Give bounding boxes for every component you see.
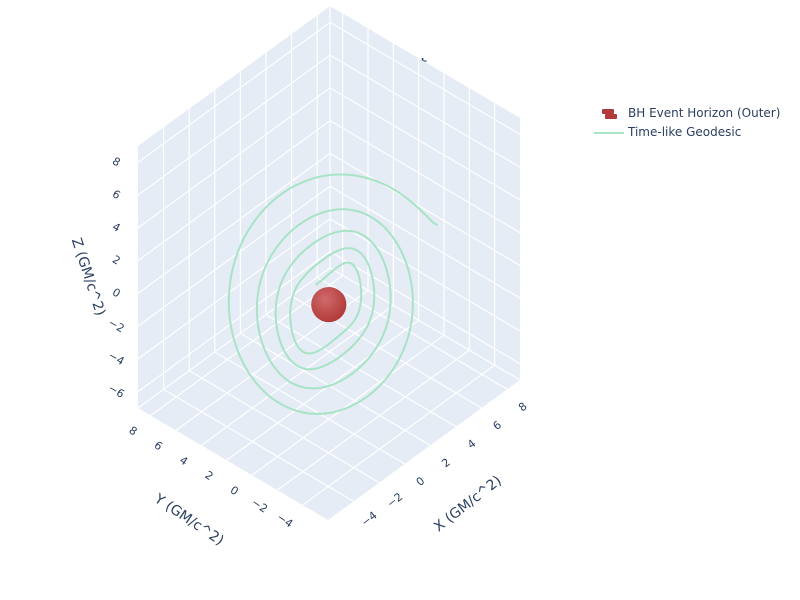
gridline-wall-z-y xyxy=(137,152,331,294)
x-wall-pane xyxy=(330,6,520,380)
gridline-wall-z-x xyxy=(329,21,521,135)
y-axis-title: Y (GM/c^2) xyxy=(151,490,227,549)
gridline-wall-z-y xyxy=(137,120,331,262)
event-horizon-sphere[interactable] xyxy=(311,286,347,323)
gridline-wall-z-y xyxy=(137,54,331,196)
y-tick-label: 0 xyxy=(228,483,241,498)
z-tick-label: −2 xyxy=(106,316,127,335)
legend-label-geodesic: Time-like Geodesic xyxy=(628,125,742,139)
gridline-wall-z-y xyxy=(137,87,331,229)
gridline-wall-z-y xyxy=(137,21,331,163)
gridline-floor-x xyxy=(163,388,354,502)
gridline-wall-z-x xyxy=(329,152,521,266)
x-tick-label: 0 xyxy=(414,474,428,489)
y-tick-label: 6 xyxy=(152,439,165,454)
legend-item-geodesic[interactable]: Time-like Geodesic xyxy=(592,123,792,142)
gridline-wall-z-x xyxy=(329,185,521,299)
gridline-wall-z-x xyxy=(329,120,521,234)
y-wall-pane xyxy=(138,6,330,408)
z-tick-label: 0 xyxy=(110,286,123,301)
y-tick-label: 2 xyxy=(202,469,215,484)
z-tick-label: 4 xyxy=(110,220,123,235)
gridline-wall-z-x xyxy=(329,87,521,201)
gridline-wall-z-x xyxy=(329,218,521,332)
y-tick-label: 8 xyxy=(126,424,139,439)
x-tick-label: 8 xyxy=(516,400,530,415)
z-tick-label: 8 xyxy=(110,155,123,170)
gridline-wall-z-x xyxy=(329,54,521,168)
gridline-floor-y xyxy=(200,304,394,446)
z-tick-label: −6 xyxy=(106,382,127,401)
legend-label-horizon: BH Event Horizon (Outer) xyxy=(628,106,781,120)
z-tick-label: −4 xyxy=(106,349,127,368)
x-tick-label: 2 xyxy=(439,456,453,471)
legend-item-horizon[interactable]: BH Event Horizon (Outer) xyxy=(592,104,792,123)
x-tick-label: −2 xyxy=(385,490,406,510)
gridline-floor-x xyxy=(316,276,508,390)
geodesic-layer xyxy=(227,173,439,415)
legend: BH Event Horizon (Outer) Time-like Geode… xyxy=(592,104,792,142)
gridline-floor-y xyxy=(276,349,470,491)
gridline-wall-z-x xyxy=(329,251,521,365)
horizon-swatch-icon xyxy=(602,109,617,119)
axis-panes xyxy=(138,6,520,520)
y-tick-label: −2 xyxy=(249,496,270,516)
y-tick-label: −4 xyxy=(275,511,296,531)
gridlines xyxy=(137,6,521,506)
geodesic-line[interactable] xyxy=(227,173,439,415)
gridline-floor-x xyxy=(265,314,457,428)
gridline-wall-z-y xyxy=(137,185,331,327)
gridline-wall-z-y xyxy=(137,218,331,360)
gridline-floor-x xyxy=(240,332,431,446)
floor-pane xyxy=(138,268,520,520)
geodesic-swatch-icon xyxy=(594,132,624,134)
x-tick-label: 4 xyxy=(465,437,479,452)
horizon-layer xyxy=(311,286,347,323)
gridline-floor-y xyxy=(302,364,496,506)
x-axis-title: X (GM/c^2) xyxy=(431,473,505,535)
x-tick-label: 6 xyxy=(491,418,505,433)
gridline-wall-z-y xyxy=(137,251,331,393)
gridline-floor-y xyxy=(251,334,445,476)
gridline-floor-x xyxy=(188,370,380,484)
gridline-floor-y xyxy=(150,274,344,416)
z-tick-label: 6 xyxy=(110,187,123,202)
z-tick-label: 2 xyxy=(110,253,123,268)
gridline-floor-y xyxy=(226,319,420,461)
x-tick-label: −4 xyxy=(359,509,380,529)
z-axis-title: Z (GM/c^2) xyxy=(68,236,108,318)
y-tick-label: 4 xyxy=(177,454,190,469)
